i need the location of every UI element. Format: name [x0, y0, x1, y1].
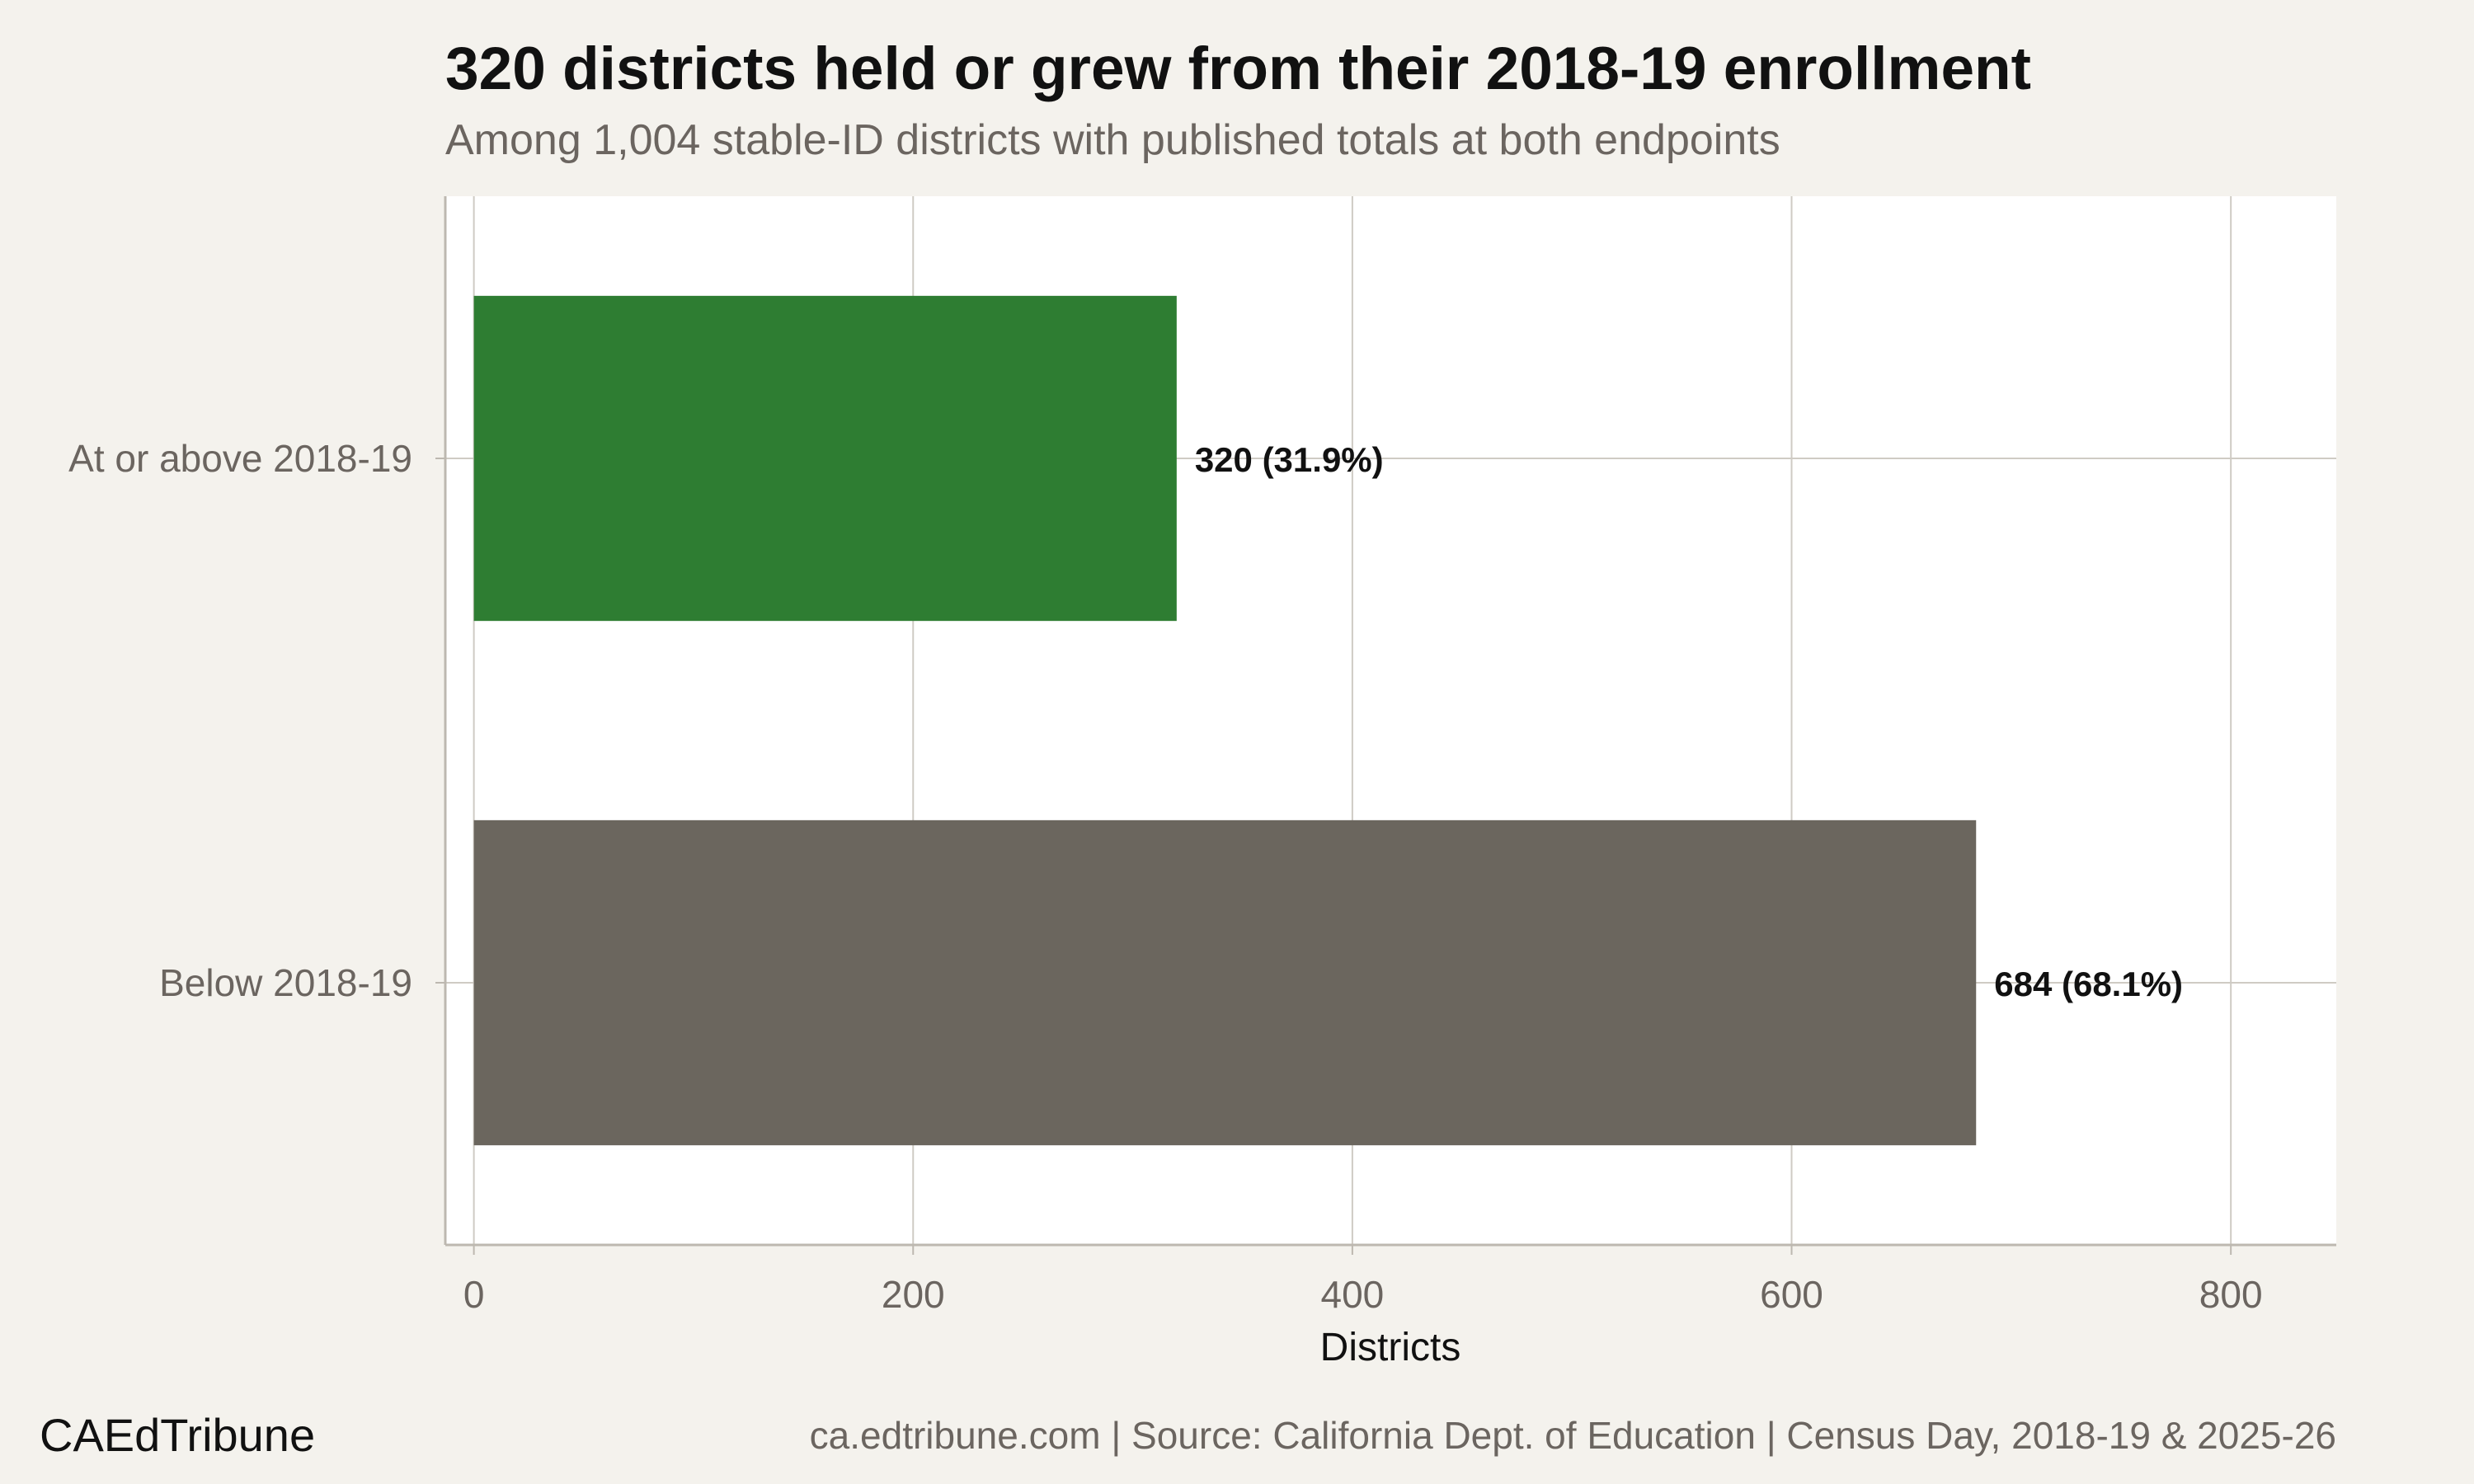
x-axis-title: Districts — [1320, 1326, 1461, 1369]
y-tick-label: Below 2018-19 — [159, 961, 412, 1004]
brand-logo-text: CAEdTribune — [40, 1409, 316, 1461]
data-labels: 320 (31.9%) 684 (68.1%) — [1195, 440, 2183, 1003]
x-tick-label: 400 — [1321, 1273, 1385, 1316]
bar — [473, 819, 1977, 1146]
x-tick-label: 600 — [1760, 1273, 1823, 1316]
x-tick-label: 0 — [463, 1273, 485, 1316]
bar — [473, 295, 1177, 622]
x-tick-label: 800 — [2199, 1273, 2263, 1316]
axes — [444, 196, 2336, 1247]
y-tick-label: At or above 2018-19 — [68, 437, 412, 480]
tick-labels: 0 200 400 600 800 At or above 2018-19 Below 20… — [68, 437, 2262, 1316]
x-tick-label: 200 — [882, 1273, 945, 1316]
chart-title: 320 districts held or grew from their 20… — [445, 35, 2031, 102]
chart-subtitle: Among 1,004 stable-ID districts with pub… — [445, 116, 1780, 164]
bars — [473, 295, 1977, 1146]
data-label: 684 (68.1%) — [1994, 965, 2183, 1003]
data-label: 320 (31.9%) — [1195, 440, 1384, 479]
source-caption: ca.edtribune.com | Source: California De… — [809, 1414, 2336, 1457]
